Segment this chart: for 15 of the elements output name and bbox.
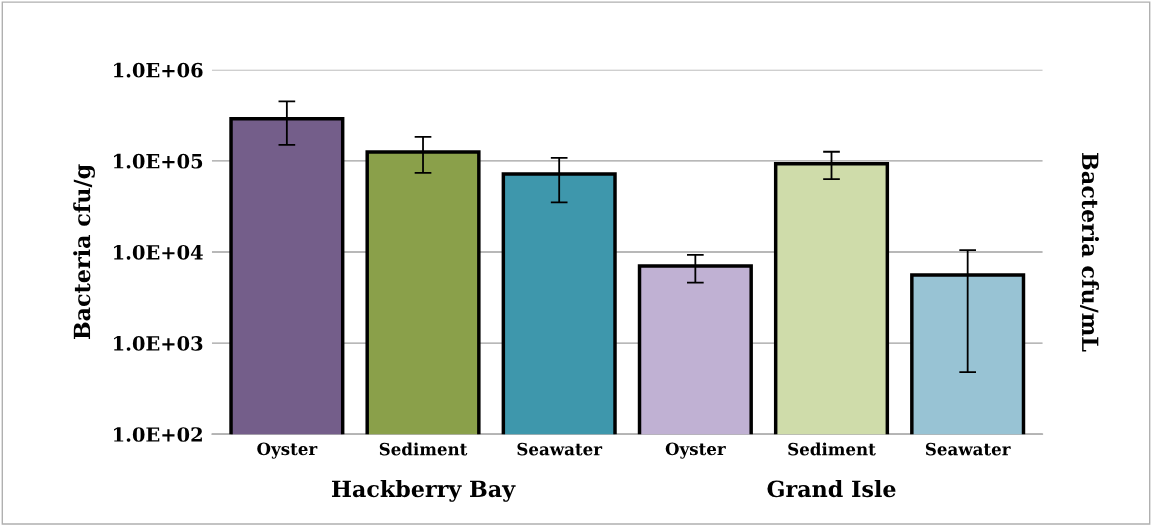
x-tick-label: Sediment xyxy=(379,442,468,456)
y-tick-label: 1.0E+05 xyxy=(114,153,203,169)
x-tick-label: Sediment xyxy=(788,442,876,456)
x-tick-label: Oyster xyxy=(665,442,726,459)
y-tick-label: 1.0E+06 xyxy=(114,62,203,78)
y-tick-label: 1.0E+04 xyxy=(114,244,203,260)
x-tick-label: Seawater xyxy=(517,442,603,456)
text: Hackberry Bay xyxy=(331,480,516,502)
text: Grand Isle xyxy=(767,480,896,498)
y2-axis-title: Bacteria cfu/mL xyxy=(1080,153,1099,352)
y-tick-label: 1.0E+02 xyxy=(114,427,202,442)
x-tick-label: Oyster xyxy=(257,442,318,459)
x-tick-label: Seawater xyxy=(925,442,1011,456)
y-tick-label: 1.0E+03 xyxy=(114,336,203,351)
y-axis-title: Bacteria cfu/g xyxy=(73,164,95,340)
